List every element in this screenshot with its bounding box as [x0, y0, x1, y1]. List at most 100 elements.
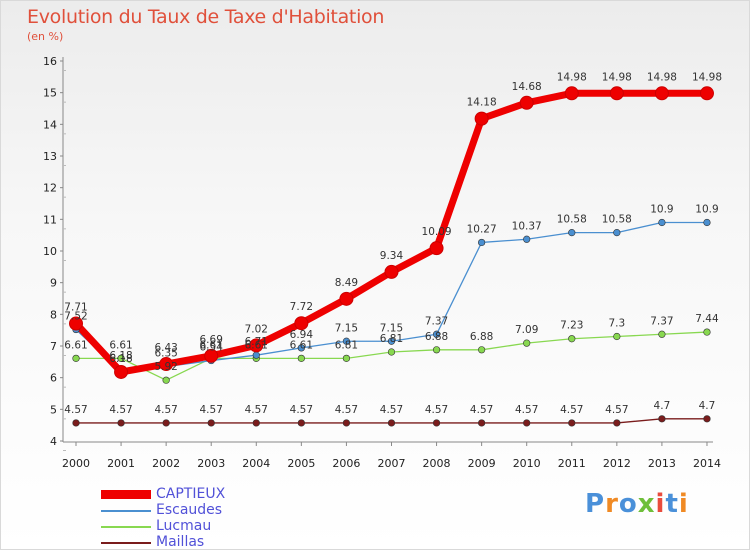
data-point: [658, 330, 666, 338]
data-label: 4.57: [515, 404, 538, 416]
data-label: 8.49: [335, 277, 358, 289]
data-label: 4.57: [425, 404, 448, 416]
data-label: 6.35: [154, 348, 177, 360]
x-tick-label: 2010: [513, 457, 541, 470]
data-label: 4.7: [654, 400, 671, 412]
data-label: 10.58: [557, 214, 587, 226]
data-label: 7.44: [695, 313, 719, 325]
data-point: [658, 218, 666, 227]
data-point: [699, 86, 714, 101]
logo-letter: o: [618, 489, 638, 519]
data-point: [252, 419, 260, 427]
data-label: 4.57: [245, 404, 268, 416]
legend-label: Maillas: [156, 534, 205, 550]
data-label: 6.54: [200, 342, 224, 354]
chart-title: Evolution du Taux de Taxe d'Habitation: [27, 6, 385, 28]
y-tick-label: 9: [50, 277, 57, 290]
data-label: 6.18: [109, 350, 132, 362]
x-tick-label: 2008: [423, 457, 451, 470]
data-point: [703, 328, 711, 336]
x-tick-label: 2003: [197, 457, 225, 470]
data-label: 6.94: [290, 329, 314, 341]
data-point: [613, 332, 621, 341]
data-label: 10.37: [512, 220, 542, 232]
logo-letter: t: [665, 489, 679, 519]
data-label: 7.09: [515, 324, 538, 336]
data-point: [478, 346, 486, 354]
data-label: 6.61: [245, 339, 268, 351]
data-point: [478, 419, 486, 427]
data-label: 7.37: [425, 315, 448, 327]
data-point: [342, 354, 351, 362]
data-label: 10.9: [695, 204, 718, 216]
data-labels: 7.71 6.18 6.43 6.69 7.02 7.72 8.49 9.34 10.09 14.…: [64, 71, 722, 416]
data-label: 14.98: [602, 71, 632, 83]
y-tick-label: 5: [50, 403, 57, 416]
proxiti-logo: Proxiti: [585, 489, 689, 519]
x-tick-label: 2002: [152, 457, 180, 470]
x-tick-label: 2014: [693, 457, 721, 470]
x-tick-label: 2011: [558, 457, 586, 470]
data-label: 7.52: [64, 311, 87, 323]
data-label: 10.9: [650, 204, 673, 216]
y-tick-label: 16: [43, 55, 57, 68]
axis-ticks: 4 5 6 7 8 9 10 11 12 13 14 15 16 2000 2001 2002 2003 2004…: [43, 55, 721, 470]
data-point: [72, 354, 80, 362]
data-point: [294, 316, 309, 331]
data-point: [72, 419, 80, 427]
y-tick-label: 6: [50, 372, 57, 385]
data-point: [429, 241, 444, 256]
data-point: [564, 86, 579, 101]
data-label: 6.61: [200, 339, 223, 351]
y-tick-label: 11: [43, 213, 57, 226]
x-tick-label: 2007: [377, 457, 405, 470]
data-label: 9.34: [380, 250, 404, 262]
legend-swatch: [101, 490, 151, 499]
data-point: [297, 419, 305, 427]
data-label: 7.72: [290, 301, 313, 313]
data-label: 4.57: [290, 404, 313, 416]
x-tick-label: 2000: [62, 457, 90, 470]
data-point: [519, 95, 534, 110]
data-label: 10.09: [422, 226, 452, 238]
data-point: [162, 419, 170, 427]
data-label: 6.71: [245, 336, 268, 348]
data-label: 14.98: [692, 71, 722, 83]
data-label: 6.61: [64, 339, 87, 351]
data-point: [432, 346, 441, 354]
x-tick-label: 2012: [603, 457, 631, 470]
data-point: [69, 316, 83, 331]
data-point: [703, 415, 711, 423]
data-label: 6.18: [109, 353, 132, 365]
y-tick-label: 7: [50, 340, 57, 353]
data-point: [159, 357, 174, 372]
logo-letter: P: [585, 489, 606, 519]
data-label: 6.81: [335, 339, 358, 351]
x-tick-label: 2004: [242, 457, 270, 470]
data-label: 6.88: [470, 331, 493, 343]
x-tick-label: 2013: [648, 457, 676, 470]
logo-letter: x: [637, 489, 656, 519]
x-tick-label: 2001: [107, 457, 135, 470]
data-label: 14.18: [467, 97, 497, 109]
data-point: [703, 218, 711, 227]
data-point: [658, 415, 666, 423]
data-point: [568, 335, 576, 343]
data-label: 7.15: [335, 322, 358, 334]
y-tick-label: 12: [43, 182, 57, 195]
data-point: [342, 337, 351, 345]
data-point: [474, 111, 489, 126]
legend-label: Escaudes: [156, 502, 223, 518]
data-label: 14.98: [557, 71, 587, 83]
data-point: [609, 86, 624, 101]
data-label: 4.57: [335, 404, 358, 416]
x-tick-label: 2009: [468, 457, 496, 470]
data-point: [387, 348, 396, 356]
data-label: 7.02: [245, 323, 268, 335]
data-label: 6.61: [109, 339, 132, 351]
data-label: 4.57: [380, 404, 403, 416]
data-label: 10.58: [602, 214, 632, 226]
data-point: [114, 364, 129, 379]
